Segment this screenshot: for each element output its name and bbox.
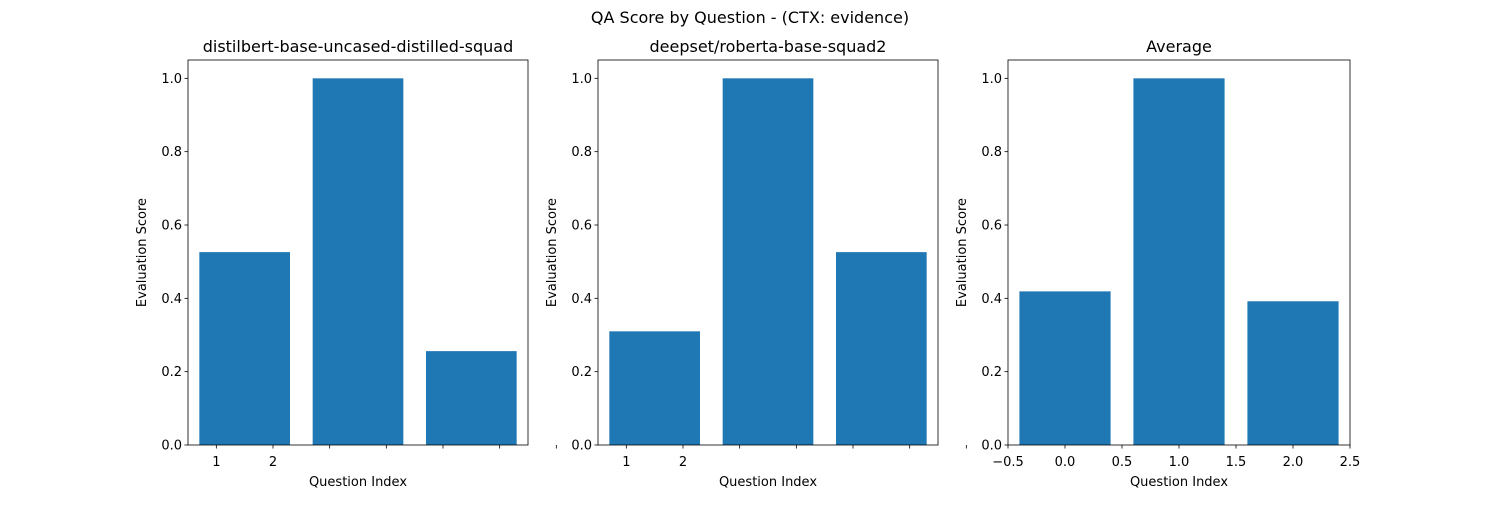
y-axis-label: Evaluation Score — [135, 198, 150, 307]
y-tick-label: 0.6 — [981, 219, 1002, 234]
bar-1 — [312, 78, 404, 445]
y-tick-label: 0.6 — [571, 219, 592, 234]
x-tick-label: 1.0 — [1169, 455, 1190, 470]
x-tick-label: 2 — [269, 455, 277, 470]
panel-title: Average — [1146, 37, 1212, 56]
y-tick-label: 0.0 — [571, 439, 592, 454]
x-axis-label: Question Index — [719, 475, 817, 490]
y-tick-label: 1.0 — [571, 72, 592, 87]
x-tick-label: 1 — [212, 455, 220, 470]
axes-frame — [187, 59, 529, 446]
chart-panel-1: 0.0 0.2 0.4 0.6 0.8 1.0 1 2 distilbert-base-unca… — [135, 37, 557, 490]
bar-2 — [426, 351, 517, 445]
x-tick-label: 1 — [622, 455, 630, 470]
x-tick-label: 0.0 — [1055, 455, 1076, 470]
bar-0 — [609, 331, 700, 445]
x-axis-label: Question Index — [1130, 475, 1228, 490]
y-axis-label: Evaluation Score — [955, 198, 970, 307]
x-tick-label: 2.5 — [1340, 455, 1361, 470]
y-tick-label: 0.4 — [161, 292, 182, 307]
panel-title: distilbert-base-uncased-distilled-squad — [203, 37, 514, 56]
bar-2 — [836, 252, 927, 445]
x-axis-label: Question Index — [309, 475, 407, 490]
x-tick-label: 1.5 — [1226, 455, 1247, 470]
bar-0 — [199, 252, 290, 445]
bar-1 — [722, 78, 814, 445]
y-tick-label: 0.4 — [981, 292, 1002, 307]
y-tick-label: 0.4 — [571, 292, 592, 307]
bar-2 — [1247, 301, 1339, 445]
y-tick-label: 1.0 — [981, 72, 1002, 87]
y-tick-label: 0.8 — [981, 145, 1002, 160]
bar-0 — [1019, 291, 1111, 445]
y-tick-label: 0.8 — [161, 145, 182, 160]
x-tick-label: −0.5 — [992, 455, 1024, 470]
y-tick-label: 0.0 — [981, 439, 1002, 454]
panel-title: deepset/roberta-base-squad2 — [650, 37, 887, 56]
x-tick-label: 0.5 — [1112, 455, 1133, 470]
y-tick-label: 0.0 — [161, 439, 182, 454]
y-tick-label: 0.6 — [161, 219, 182, 234]
chart-panel-2: 0.0 0.2 0.4 0.6 0.8 1.0 1 2 deepset/roberta-base… — [545, 37, 967, 490]
bar-1 — [1133, 78, 1225, 445]
x-tick-label: 2 — [679, 455, 687, 470]
x-tick-label: 2.0 — [1283, 455, 1304, 470]
y-tick-label: 0.2 — [571, 365, 592, 380]
y-tick-label: 0.2 — [981, 365, 1002, 380]
y-axis-label: Evaluation Score — [545, 198, 560, 307]
chart-panel-3: 0.00.20.40.60.81.0−0.5 0.0 0.5 1.0 1.5 2.0 2.5… — [955, 37, 1360, 490]
axes-frame — [597, 59, 939, 446]
y-tick-label: 0.8 — [571, 145, 592, 160]
y-tick-label: 0.2 — [161, 365, 182, 380]
y-tick-label: 1.0 — [161, 72, 182, 87]
figure-title: QA Score by Question - (CTX: evidence) — [591, 8, 909, 27]
